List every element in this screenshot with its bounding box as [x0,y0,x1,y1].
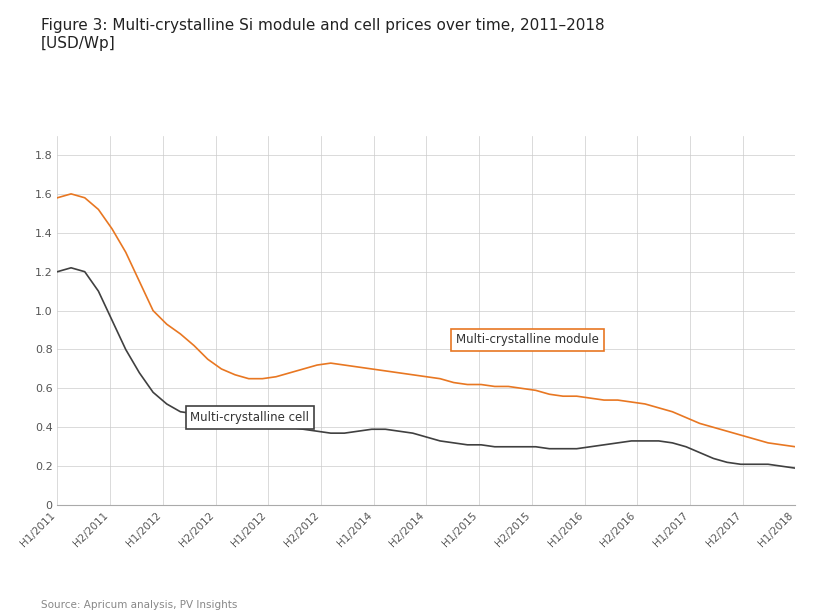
Text: Figure 3: Multi-crystalline Si module and cell prices over time, 2011–2018
[USD/: Figure 3: Multi-crystalline Si module an… [41,18,604,51]
Text: Source: Apricum analysis, PV Insights: Source: Apricum analysis, PV Insights [41,600,237,610]
Text: Multi-crystalline module: Multi-crystalline module [455,333,598,346]
Text: Multi-crystalline cell: Multi-crystalline cell [190,411,309,424]
